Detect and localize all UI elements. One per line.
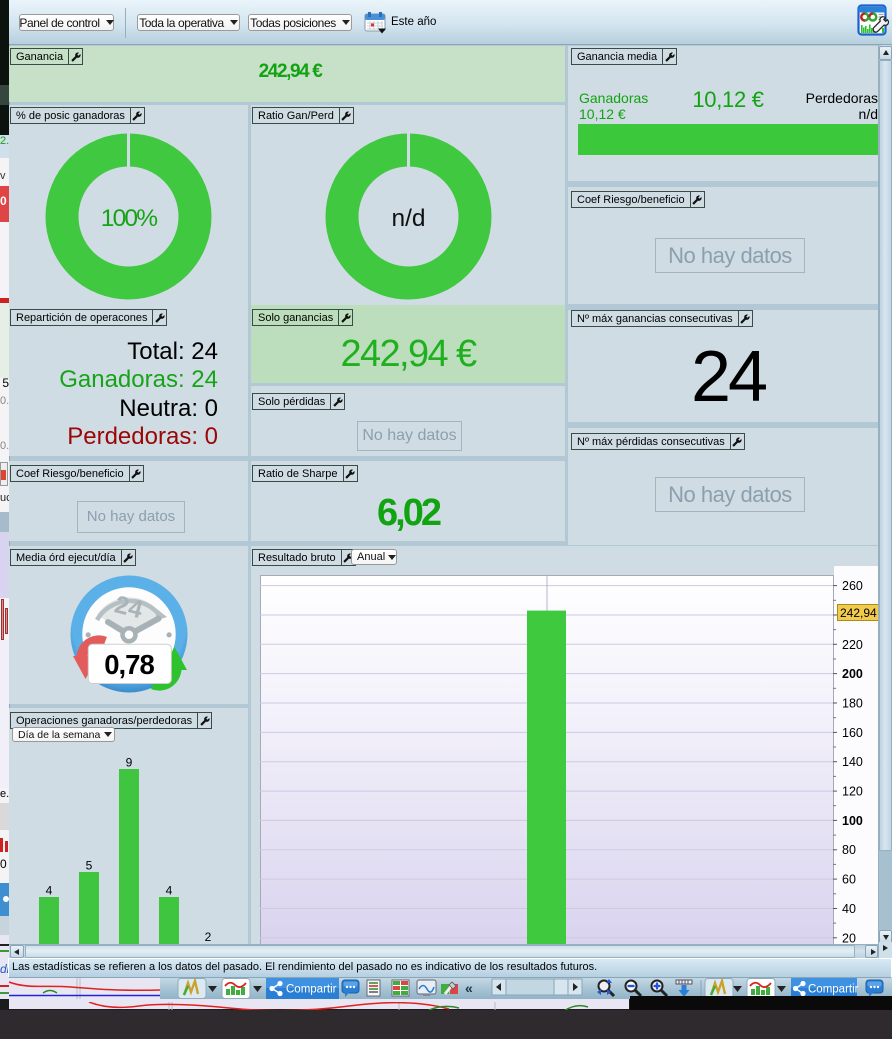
svg-text:«: « xyxy=(465,980,473,996)
svg-text:0,78: 0,78 xyxy=(104,649,154,680)
svg-text:9: 9 xyxy=(126,756,133,770)
svg-text:140: 140 xyxy=(842,755,863,769)
svg-text:242,94: 242,94 xyxy=(840,606,877,620)
svg-text:40: 40 xyxy=(842,902,856,916)
svg-text:200: 200 xyxy=(842,667,863,681)
svg-text:2: 2 xyxy=(205,930,212,944)
svg-text:100: 100 xyxy=(842,814,863,828)
svg-text:100%: 100% xyxy=(101,205,157,232)
svg-text:160: 160 xyxy=(842,726,863,740)
svg-text:4: 4 xyxy=(166,884,173,898)
svg-text:60: 60 xyxy=(842,873,856,887)
svg-text:Compartir: Compartir xyxy=(286,984,337,996)
svg-text:180: 180 xyxy=(842,697,863,711)
svg-text:4: 4 xyxy=(46,884,53,898)
svg-text:220: 220 xyxy=(842,638,863,652)
svg-text:5: 5 xyxy=(86,859,93,873)
svg-text:24: 24 xyxy=(112,590,146,624)
svg-text:260: 260 xyxy=(842,579,863,593)
svg-text:n/d: n/d xyxy=(391,205,425,232)
svg-text:80: 80 xyxy=(842,843,856,857)
svg-text:120: 120 xyxy=(842,785,863,799)
svg-text:20: 20 xyxy=(842,931,856,944)
svg-text:Compartir: Compartir xyxy=(808,984,859,996)
